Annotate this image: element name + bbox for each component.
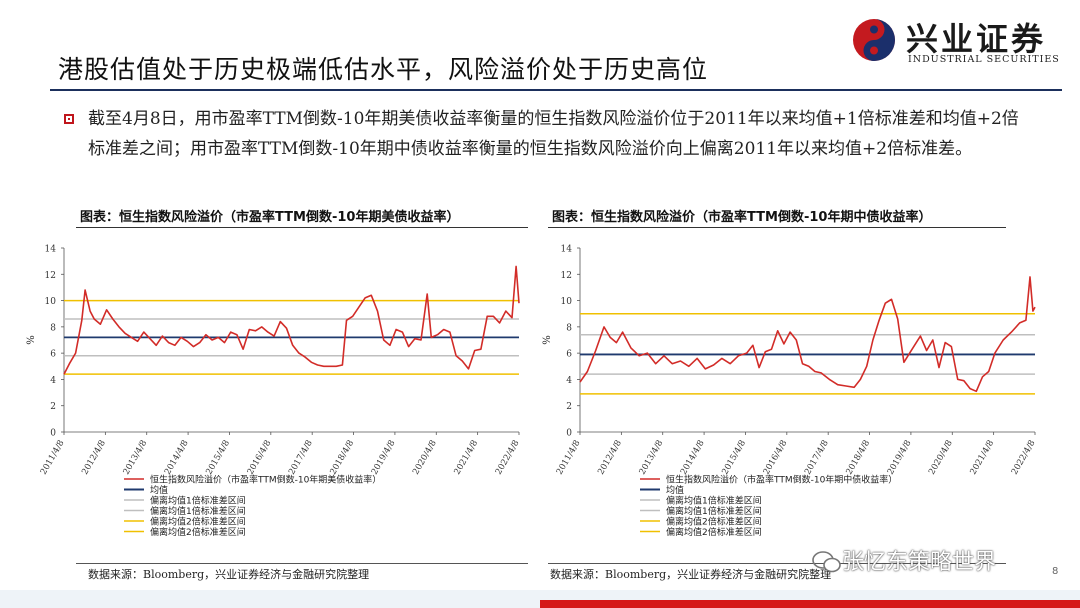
y-tick-label: 14 <box>45 245 57 255</box>
page-title: 港股估值处于历史极端低估水平，风险溢价处于历史高位 <box>58 55 709 84</box>
legend-label: 恒生指数风险溢价（市盈率TTM倒数-10年期美债收益率） <box>150 474 381 486</box>
y-tick-label: 2 <box>50 402 56 412</box>
source-left: 数据来源：Bloomberg，兴业证券经济与金融研究院整理 <box>88 568 370 581</box>
source-rule-right <box>548 563 1006 564</box>
x-tick-label: 2013/4/8 <box>122 439 150 477</box>
chart-left: 0 2 4 6 8 10 12 14% 2011/4/8 2012/4/8 2013/4/8 2014… <box>26 245 522 539</box>
body-paragraph: 截至4月8日，用市盈率TTM倒数-10年期美债收益率衡量的恒生指数风险溢价位于2… <box>88 109 1019 159</box>
legend-label: 恒生指数风险溢价（市盈率TTM倒数-10年期中债收益率） <box>666 474 897 486</box>
y-tick-label: 8 <box>566 323 572 333</box>
x-tick-label: 2017/4/8 <box>803 439 831 477</box>
y-tick-label: 6 <box>50 350 56 360</box>
y-tick-label: 10 <box>561 297 573 307</box>
y-tick-label: 6 <box>566 350 572 360</box>
legend-label: 偏离均值2倍标准差区间 <box>150 526 246 538</box>
brand-name-cn: 兴业证券 <box>906 20 1047 58</box>
brand-name-en: INDUSTRIAL SECURITIES <box>908 54 1060 65</box>
x-tick-label: 2018/4/8 <box>844 439 872 477</box>
x-tick-label: 2018/4/8 <box>328 439 356 477</box>
y-axis-label: % <box>542 335 553 345</box>
y-tick-label: 14 <box>561 245 573 255</box>
x-tick-label: 2015/4/8 <box>204 439 232 477</box>
series-line <box>579 276 1036 393</box>
y-tick-label: 4 <box>50 376 56 386</box>
chart-title-rule-left <box>76 227 528 228</box>
x-tick-label: 2013/4/8 <box>638 439 666 477</box>
x-tick-label: 2016/4/8 <box>762 439 790 477</box>
legend-label: 偏离均值2倍标准差区间 <box>150 516 246 528</box>
x-tick-label: 2019/4/8 <box>886 439 914 477</box>
y-tick-label: 0 <box>566 429 572 439</box>
series-line <box>63 265 520 375</box>
y-tick-label: 8 <box>50 323 56 333</box>
source-rule-left <box>76 563 528 564</box>
x-tick-label: 2022/4/8 <box>1010 439 1038 477</box>
x-tick-label: 2014/4/8 <box>163 439 191 477</box>
y-tick-label: 12 <box>45 271 56 281</box>
chart-title-right: 图表：恒生指数风险溢价（市盈率TTM倒数-10年期中债收益率） <box>552 210 932 225</box>
x-tick-label: 2017/4/8 <box>287 439 315 477</box>
chart-right: 0 2 4 6 8 10 12 14% 2011/4/8 2012/4/8 2013/4/8 2014… <box>542 245 1038 539</box>
legend-label: 均值 <box>150 484 168 496</box>
page-number: 8 <box>1052 566 1059 577</box>
y-tick-label: 12 <box>561 271 572 281</box>
x-tick-label: 2022/4/8 <box>494 439 522 477</box>
x-tick-label: 2015/4/8 <box>720 439 748 477</box>
watermark-text: 张忆东策略世界 <box>842 550 997 575</box>
y-tick-label: 0 <box>50 429 56 439</box>
x-tick-label: 2012/4/8 <box>80 439 108 477</box>
x-tick-label: 2020/4/8 <box>411 439 439 477</box>
x-tick-label: 2019/4/8 <box>370 439 398 477</box>
y-axis-label: % <box>26 335 37 345</box>
x-tick-label: 2014/4/8 <box>679 439 707 477</box>
y-tick-label: 2 <box>566 402 572 412</box>
legend-label: 均值 <box>666 484 684 496</box>
bullet-icon <box>64 114 74 124</box>
title-divider <box>50 89 1062 91</box>
x-tick-label: 2020/4/8 <box>927 439 955 477</box>
legend-label: 偏离均值1倍标准差区间 <box>666 495 762 507</box>
y-tick-label: 4 <box>566 376 572 386</box>
footer-accent <box>540 600 1080 608</box>
legend-label: 偏离均值2倍标准差区间 <box>666 526 762 538</box>
legend-label: 偏离均值2倍标准差区间 <box>666 516 762 528</box>
wechat-icon <box>812 551 841 573</box>
chart-title-rule-right <box>548 227 1006 228</box>
source-right: 数据来源：Bloomberg，兴业证券经济与金融研究院整理 <box>550 568 832 581</box>
y-tick-label: 10 <box>45 297 57 307</box>
legend-label: 偏离均值1倍标准差区间 <box>150 495 246 507</box>
legend-label: 偏离均值1倍标准差区间 <box>666 505 762 517</box>
x-tick-label: 2016/4/8 <box>246 439 274 477</box>
x-tick-label: 2021/4/8 <box>452 439 480 477</box>
chart-title-left: 图表：恒生指数风险溢价（市盈率TTM倒数-10年期美债收益率） <box>80 210 460 225</box>
x-tick-label: 2011/4/8 <box>39 439 67 477</box>
legend-label: 偏离均值1倍标准差区间 <box>150 505 246 517</box>
brand-logo: 兴业证券 INDUSTRIAL SECURITIES <box>852 14 1067 66</box>
x-tick-label: 2011/4/8 <box>555 439 583 477</box>
x-tick-label: 2021/4/8 <box>968 439 996 477</box>
brand-mark-icon <box>853 19 895 61</box>
x-tick-label: 2012/4/8 <box>596 439 624 477</box>
